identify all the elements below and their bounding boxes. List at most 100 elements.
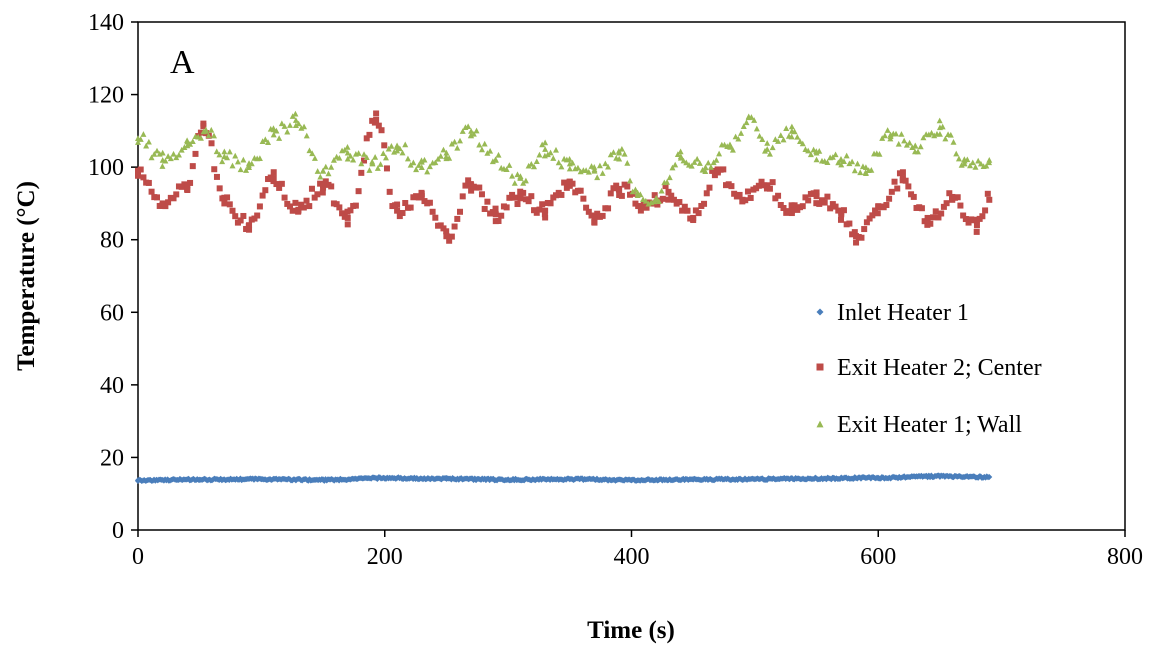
data-point xyxy=(635,203,642,210)
data-point xyxy=(273,181,280,188)
data-point xyxy=(668,192,675,199)
data-point xyxy=(262,187,269,194)
data-point xyxy=(827,205,834,212)
data-point xyxy=(925,131,932,138)
data-point xyxy=(320,182,327,189)
data-point xyxy=(226,148,233,155)
data-point xyxy=(720,166,727,173)
data-point xyxy=(875,474,882,481)
data-point xyxy=(903,141,910,148)
data-point xyxy=(766,185,773,192)
data-point xyxy=(751,117,758,123)
y-tick-label: 40 xyxy=(100,373,124,399)
data-point xyxy=(446,237,453,244)
data-point xyxy=(226,201,233,208)
data-point xyxy=(942,135,949,142)
data-point xyxy=(240,156,247,163)
data-point xyxy=(751,476,758,483)
data-point xyxy=(838,211,845,218)
y-tick-label: 80 xyxy=(100,228,124,254)
data-point xyxy=(610,149,617,155)
data-point xyxy=(821,199,828,206)
y-tick-label: 120 xyxy=(88,83,124,109)
data-point xyxy=(355,150,362,156)
y-axis-ticks: 0 20 40 60 80 100 120 140 xyxy=(88,10,138,544)
data-point xyxy=(835,159,842,166)
data-point xyxy=(716,150,723,157)
data-point xyxy=(200,120,207,127)
data-point xyxy=(229,207,236,214)
data-point xyxy=(936,131,943,137)
data-point xyxy=(669,164,676,171)
data-point xyxy=(874,210,881,217)
data-point xyxy=(816,200,823,207)
data-point xyxy=(621,150,628,157)
data-point xyxy=(278,120,285,127)
data-point xyxy=(651,192,658,199)
data-point xyxy=(891,178,898,185)
data-point xyxy=(727,142,734,149)
data-point xyxy=(503,166,510,172)
data-point xyxy=(893,130,900,137)
data-point xyxy=(883,202,890,209)
data-point xyxy=(443,149,450,156)
data-point xyxy=(440,146,447,153)
data-point xyxy=(289,207,296,214)
data-point xyxy=(448,140,455,147)
data-point xyxy=(957,202,964,209)
data-point xyxy=(492,157,499,163)
data-point xyxy=(943,200,950,207)
data-point xyxy=(561,179,568,186)
data-point xyxy=(457,208,464,215)
data-point xyxy=(184,138,191,145)
data-point xyxy=(451,223,458,230)
data-point xyxy=(399,149,406,156)
data-point xyxy=(531,163,538,170)
data-point xyxy=(270,175,277,182)
data-point xyxy=(330,156,337,163)
data-point xyxy=(473,127,480,134)
data-point xyxy=(964,156,971,163)
data-point xyxy=(153,147,160,154)
data-point xyxy=(446,155,453,161)
data-point xyxy=(961,160,968,167)
data-point xyxy=(950,139,957,145)
data-point xyxy=(465,123,472,130)
data-point xyxy=(983,162,990,169)
data-point xyxy=(984,190,991,197)
data-point xyxy=(394,142,401,149)
data-point xyxy=(935,214,942,221)
data-point xyxy=(694,155,701,162)
legend-item: Exit Heater 1; Wall xyxy=(816,412,1022,438)
data-point xyxy=(396,213,403,220)
data-point xyxy=(375,122,382,129)
data-point xyxy=(478,146,485,153)
data-point xyxy=(259,192,266,199)
data-point xyxy=(701,200,708,207)
data-point xyxy=(616,155,623,162)
y-axis-title: Temperature (°C) xyxy=(13,181,40,371)
data-point xyxy=(745,113,752,120)
data-point xyxy=(265,139,272,145)
data-point xyxy=(336,154,343,161)
x-axis-title: Time (s) xyxy=(587,617,675,644)
data-point xyxy=(135,167,141,174)
data-point xyxy=(495,151,502,158)
data-point xyxy=(962,216,969,223)
data-point xyxy=(284,128,291,135)
data-point xyxy=(624,160,631,166)
data-point xyxy=(596,162,603,169)
data-point xyxy=(899,175,906,182)
data-point xyxy=(292,117,299,123)
data-point xyxy=(426,163,433,170)
data-point xyxy=(866,215,873,222)
data-point xyxy=(555,159,562,166)
data-point xyxy=(381,142,388,149)
data-point xyxy=(876,151,883,157)
data-point xyxy=(251,215,258,222)
data-point xyxy=(591,214,598,221)
data-point xyxy=(232,213,239,220)
data-point xyxy=(484,150,491,156)
data-point xyxy=(328,164,335,170)
data-point xyxy=(366,167,373,173)
